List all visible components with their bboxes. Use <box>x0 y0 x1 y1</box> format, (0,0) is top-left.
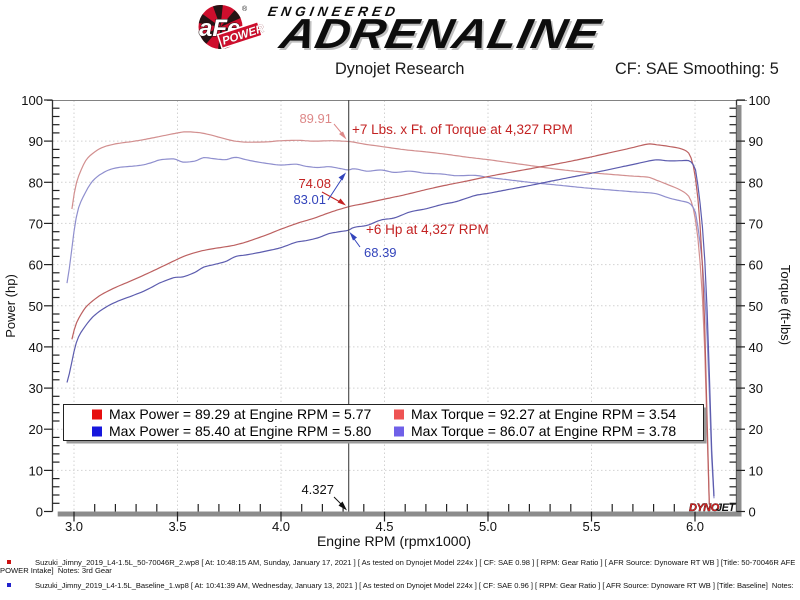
svg-text:0: 0 <box>749 505 756 520</box>
svg-text:10: 10 <box>29 463 43 478</box>
svg-text:Max Torque = 86.07 at Engine R: Max Torque = 86.07 at Engine RPM = 3.78 <box>411 423 676 439</box>
svg-text:74.08: 74.08 <box>298 176 331 191</box>
svg-text:3.5: 3.5 <box>168 519 186 534</box>
svg-text:10: 10 <box>749 463 763 478</box>
svg-text:4.327: 4.327 <box>301 482 334 497</box>
svg-text:83.01: 83.01 <box>293 192 326 207</box>
svg-text:0: 0 <box>36 505 43 520</box>
svg-text:60: 60 <box>29 258 43 273</box>
svg-text:+6 Hp at 4,327 RPM: +6 Hp at 4,327 RPM <box>366 222 489 237</box>
svg-text:90: 90 <box>29 134 43 149</box>
svg-text:70: 70 <box>29 216 43 231</box>
svg-text:®: ® <box>242 5 248 13</box>
svg-text:100: 100 <box>21 93 43 108</box>
svg-text:JET: JET <box>716 502 736 514</box>
svg-text:6.0: 6.0 <box>686 519 704 534</box>
svg-text:30: 30 <box>749 381 763 396</box>
svg-text:50: 50 <box>29 299 43 314</box>
svg-text:80: 80 <box>29 175 43 190</box>
svg-text:Max Torque = 92.27 at Engine R: Max Torque = 92.27 at Engine RPM = 3.54 <box>411 406 676 422</box>
svg-text:Power (hp): Power (hp) <box>3 274 18 338</box>
svg-text:70: 70 <box>749 216 763 231</box>
svg-text:20: 20 <box>29 422 43 437</box>
svg-text:89.91: 89.91 <box>299 111 332 126</box>
svg-text:80: 80 <box>749 175 763 190</box>
svg-text:5.0: 5.0 <box>479 519 497 534</box>
svg-text:68.39: 68.39 <box>364 245 397 260</box>
svg-text:4.0: 4.0 <box>272 519 290 534</box>
svg-text:60: 60 <box>749 258 763 273</box>
svg-text:Max Power = 89.29 at Engine RP: Max Power = 89.29 at Engine RPM = 5.77 <box>109 406 371 422</box>
svg-text:40: 40 <box>29 340 43 355</box>
svg-text:Max Power = 85.40 at Engine RP: Max Power = 85.40 at Engine RPM = 5.80 <box>109 423 371 439</box>
svg-text:Engine RPM (rpmx1000): Engine RPM (rpmx1000) <box>317 533 471 549</box>
svg-text:4.5: 4.5 <box>375 519 393 534</box>
svg-text:50: 50 <box>749 299 763 314</box>
svg-text:30: 30 <box>29 381 43 396</box>
svg-text:3.0: 3.0 <box>65 519 83 534</box>
svg-text:+7 Lbs. x Ft. of Torque at 4,3: +7 Lbs. x Ft. of Torque at 4,327 RPM <box>352 122 573 137</box>
svg-text:5.5: 5.5 <box>582 519 600 534</box>
svg-text:20: 20 <box>749 422 763 437</box>
svg-text:DYNO: DYNO <box>689 502 720 514</box>
svg-text:100: 100 <box>749 93 771 108</box>
svg-text:Torque (ft-lbs): Torque (ft-lbs) <box>778 265 793 345</box>
svg-text:40: 40 <box>749 340 763 355</box>
svg-text:90: 90 <box>749 134 763 149</box>
